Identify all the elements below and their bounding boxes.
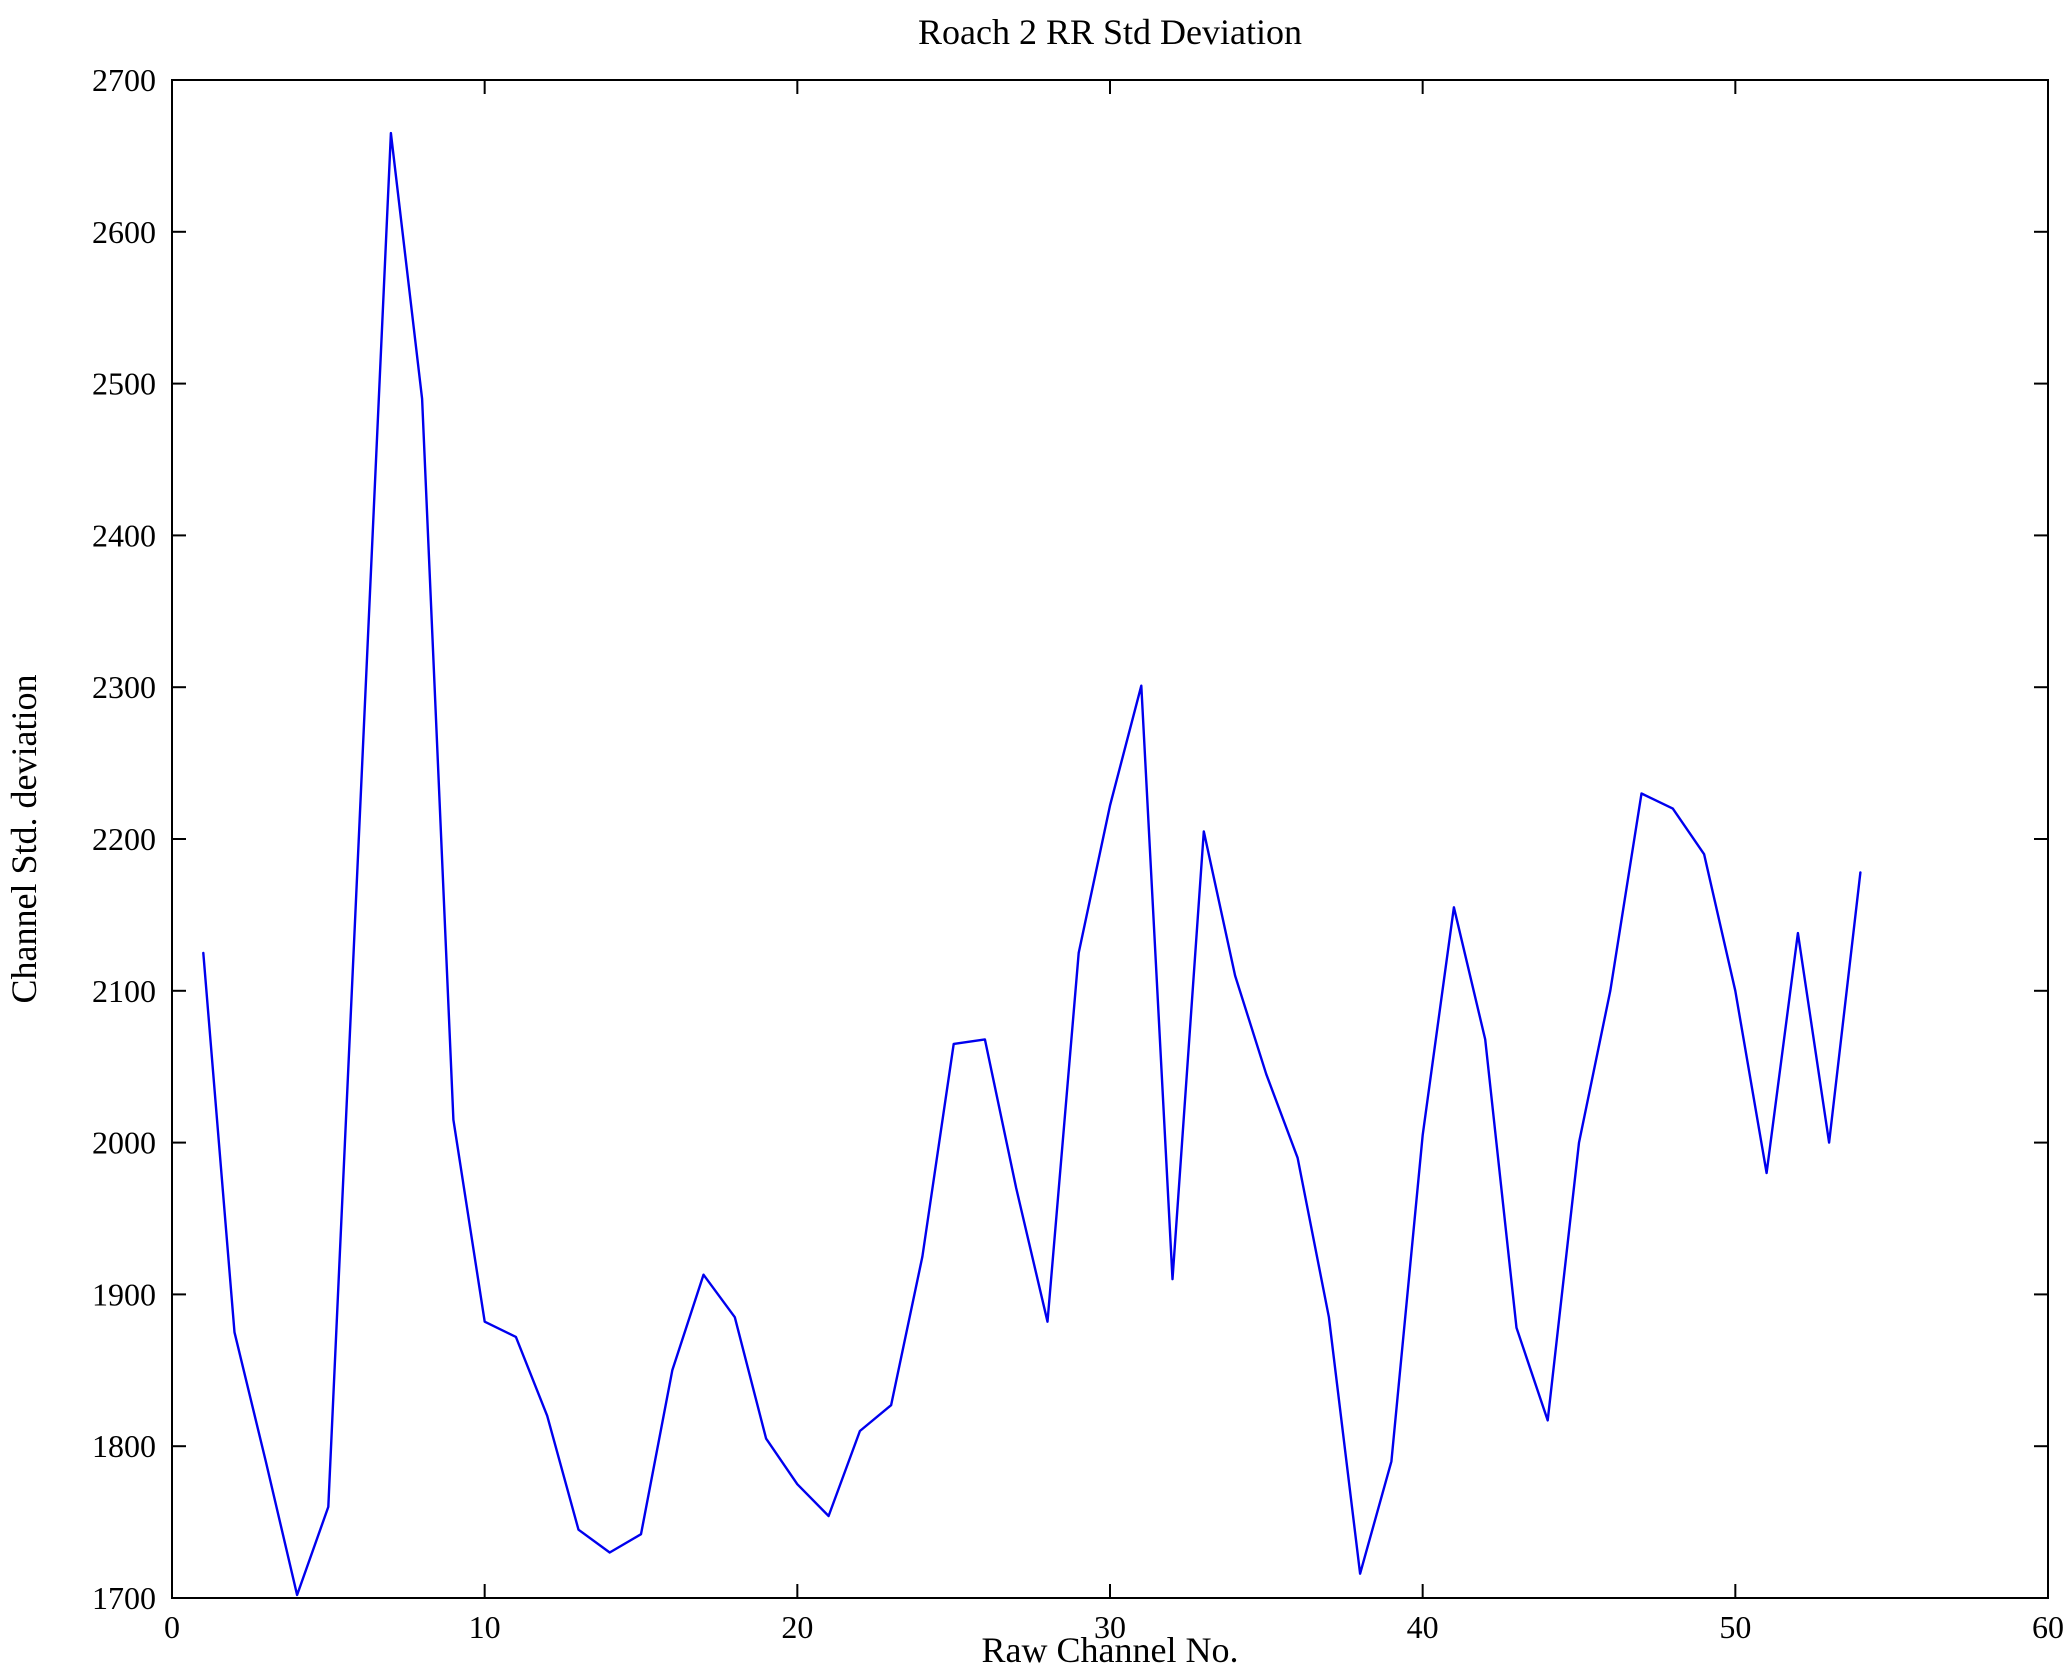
y-tick-label: 1700 <box>92 1580 156 1616</box>
x-tick-label: 40 <box>1407 1609 1439 1645</box>
x-tick-label: 60 <box>2032 1609 2064 1645</box>
y-tick-label: 2400 <box>92 517 156 553</box>
y-tick-label: 2600 <box>92 214 156 250</box>
y-tick-label: 1900 <box>92 1276 156 1312</box>
x-tick-label: 20 <box>781 1609 813 1645</box>
data-line <box>202 131 1862 1597</box>
x-tick-label: 30 <box>1094 1609 1126 1645</box>
x-tick-label: 50 <box>1719 1609 1751 1645</box>
y-tick-label: 2100 <box>92 973 156 1009</box>
y-tick-label: 2500 <box>92 366 156 402</box>
y-tick-label: 2200 <box>92 821 156 857</box>
y-tick-label: 2700 <box>92 62 156 98</box>
y-tick-label: 2000 <box>92 1125 156 1161</box>
chart-title: Roach 2 RR Std Deviation <box>918 12 1302 52</box>
x-axis-label: Raw Channel No. <box>982 1630 1239 1670</box>
y-tick-label: 1800 <box>92 1428 156 1464</box>
x-tick-label: 10 <box>469 1609 501 1645</box>
x-tick-label: 0 <box>164 1609 180 1645</box>
plot-box <box>171 79 2049 1599</box>
y-tick-label: 2300 <box>92 669 156 705</box>
y-axis-label: Channel Std. deviation <box>4 675 44 1004</box>
